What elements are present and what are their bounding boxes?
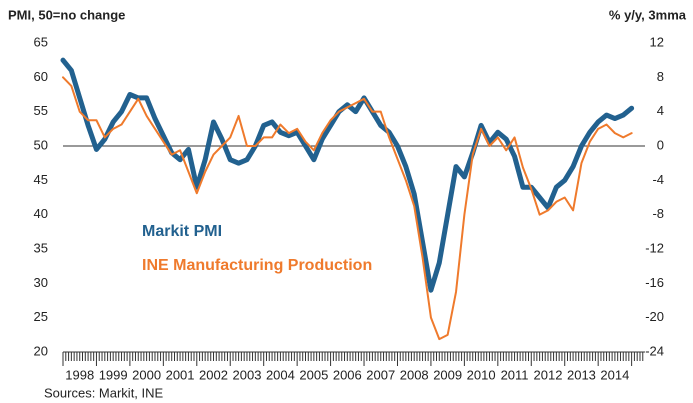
x-tick-label: 2006 [333,367,362,382]
series-line [62,76,633,341]
x-tick-label: 2004 [266,367,295,382]
y2-tick-label: -16 [645,275,664,290]
y2-tick-label: -20 [645,309,664,324]
y-tick-label: 20 [34,343,48,358]
x-tick-label: 2007 [366,367,395,382]
y2-tick-label: -24 [645,343,664,358]
x-tick-label: 1999 [99,367,128,382]
y2-tick-label: 12 [650,34,664,49]
legend-label: Markit PMI [142,223,222,240]
x-tick-label: 2005 [299,367,328,382]
x-tick-label: 2009 [433,367,462,382]
x-tick-label: 2012 [534,367,563,382]
y2-tick-label: 4 [657,103,664,118]
right-axis-title: % y/y, 3mma [609,7,687,22]
y-tick-label: 55 [34,103,48,118]
x-tick-label: 2011 [501,367,529,382]
x-tick-label: 2002 [199,367,228,382]
x-tick-label: 2010 [467,367,496,382]
y-tick-label: 60 [34,69,48,84]
y-tick-label: 35 [34,240,48,255]
series-line [60,57,635,293]
left-axis-title: PMI, 50=no change [8,7,125,22]
x-tick-label: 2003 [233,367,262,382]
x-tick-label: 2014 [600,367,629,382]
y2-tick-label: 0 [657,137,664,152]
x-tick-label: 2013 [567,367,596,382]
y-tick-label: 45 [34,172,48,187]
x-tick-label: 2008 [400,367,429,382]
x-tick-label: 2000 [132,367,161,382]
source-note: Sources: Markit, INE [44,385,164,400]
y-tick-label: 30 [34,275,48,290]
y-tick-label: 65 [34,34,48,49]
y-tick-label: 25 [34,309,48,324]
x-tick-label: 2001 [166,367,195,382]
y2-tick-label: -8 [652,206,664,221]
y2-tick-label: 8 [657,69,664,84]
y2-tick-label: -4 [652,172,664,187]
y-tick-label: 40 [34,206,48,221]
x-tick-label: 1998 [65,367,94,382]
y2-tick-label: -12 [645,240,664,255]
y-tick-label: 50 [34,137,48,152]
legend-label: INE Manufacturing Production [142,257,372,274]
